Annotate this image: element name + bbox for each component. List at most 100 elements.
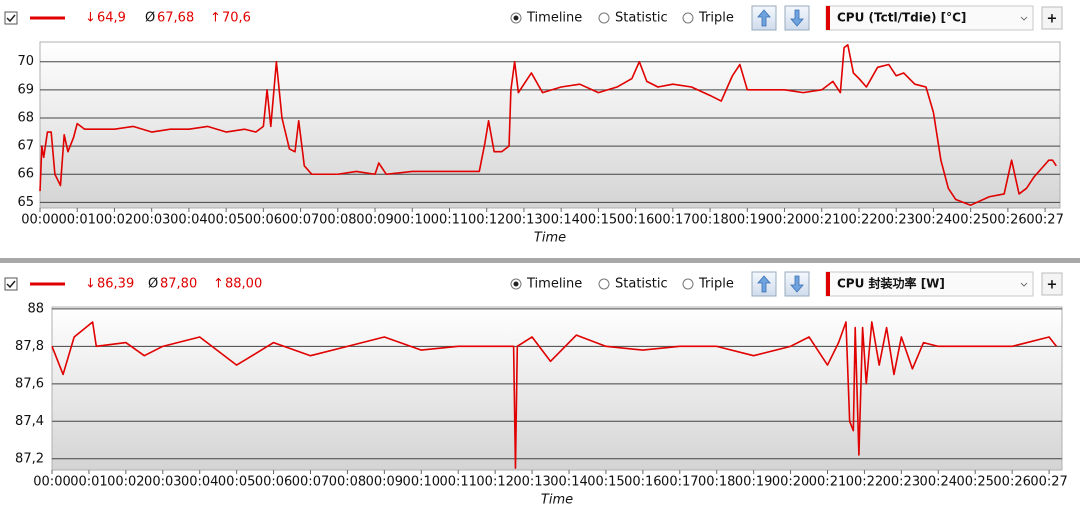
x-tick-label: 00:09 (366, 475, 403, 490)
stat-symbol: Ø (148, 277, 158, 292)
x-tick-label: 00:25 (956, 475, 993, 490)
x-tick-label: 00:15 (580, 213, 617, 228)
stat-value: 70,6 (222, 11, 251, 26)
view-option[interactable]: Timeline (526, 11, 582, 26)
x-tick-label: 00:12 (476, 475, 513, 490)
sensor-color (826, 272, 830, 296)
x-tick-label: 00:18 (691, 213, 728, 228)
x-tick-label: 00:16 (617, 213, 654, 228)
x-tick-label: 00:13 (505, 213, 542, 228)
x-tick-label: 00:06 (245, 213, 282, 228)
stat-value: 64,9 (97, 11, 126, 26)
stat-symbol: ↓ (85, 277, 96, 292)
x-tick-label: 00:00 (33, 475, 70, 490)
dropdown-caret (1020, 282, 1028, 287)
plot-area (51, 306, 1063, 471)
radio-button[interactable] (598, 12, 610, 24)
x-axis-label: Time (534, 231, 566, 246)
sensor-name: CPU (Tctl/Tdie) [°C] (837, 11, 966, 25)
arrow-icon (790, 9, 804, 27)
x-tick-label: 00:01 (70, 475, 107, 490)
sensor-name: CPU 封装功率 [W] (837, 276, 945, 291)
x-tick-label: 00:10 (394, 213, 431, 228)
x-tick-label: 00:08 (319, 213, 356, 228)
y-tick-label: 88 (27, 301, 44, 316)
x-tick-label: 00:27 (1030, 475, 1067, 490)
x-tick-label: 00:17 (661, 475, 698, 490)
stat-value: 67,68 (157, 11, 194, 26)
x-tick-label: 00:10 (403, 475, 440, 490)
stat-value: 88,00 (225, 277, 262, 292)
x-tick-label: 00:23 (883, 475, 920, 490)
radio-button[interactable] (682, 12, 694, 24)
view-option[interactable]: Triple (698, 277, 734, 292)
x-tick-label: 00:20 (772, 475, 809, 490)
x-tick-label: 00:13 (513, 475, 550, 490)
arrow-icon (757, 275, 771, 293)
y-tick-label: 69 (17, 82, 34, 97)
radio-dot (513, 15, 519, 21)
x-tick-label: 00:04 (181, 475, 218, 490)
view-option[interactable]: Timeline (526, 277, 582, 292)
x-tick-label: 00:07 (292, 475, 329, 490)
x-tick-label: 00:22 (846, 475, 883, 490)
add-button[interactable] (1041, 6, 1063, 30)
y-tick-label: 65 (17, 195, 34, 210)
x-tick-label: 00:02 (96, 213, 133, 228)
x-tick-label: 00:18 (698, 475, 735, 490)
x-tick-label: 00:08 (329, 475, 366, 490)
add-button-label[interactable]: + (1047, 278, 1058, 293)
x-tick-label: 00:17 (654, 213, 691, 228)
checkmark (6, 280, 16, 289)
x-tick-label: 00:19 (729, 213, 766, 228)
separator (0, 258, 1080, 263)
plot-area (39, 41, 1061, 209)
checkmark (6, 14, 16, 23)
x-tick-label: 00:03 (133, 213, 170, 228)
y-tick-label: 87,2 (15, 451, 44, 466)
x-tick-label: 00:15 (587, 475, 624, 490)
radio-button[interactable] (598, 278, 610, 290)
y-tick-label: 87,4 (15, 414, 44, 429)
view-option[interactable]: Statistic (615, 11, 668, 26)
sensor-dropdown[interactable] (825, 5, 1034, 31)
stat-value: 87,80 (160, 277, 197, 292)
x-tick-label: 00:14 (550, 475, 587, 490)
add-button-label[interactable]: + (1047, 12, 1058, 27)
sensor-dropdown[interactable] (825, 271, 1034, 297)
y-tick-label: 67 (17, 139, 34, 154)
x-tick-label: 00:05 (207, 213, 244, 228)
x-tick-label: 00:22 (840, 213, 877, 228)
y-tick-label: 70 (17, 54, 34, 69)
radio-button[interactable] (682, 278, 694, 290)
x-tick-label: 00:20 (766, 213, 803, 228)
stat-value: 86,39 (97, 277, 134, 292)
x-tick-label: 00:21 (803, 213, 840, 228)
checkbox[interactable] (4, 11, 18, 25)
x-tick-label: 00:19 (735, 475, 772, 490)
view-option[interactable]: Triple (698, 11, 734, 26)
x-axis-label: Time (541, 493, 573, 508)
x-tick-label: 00:14 (542, 213, 579, 228)
x-tick-label: 00:21 (809, 475, 846, 490)
x-tick-label: 00:27 (1026, 213, 1063, 228)
checkbox[interactable] (4, 277, 18, 291)
arrow-icon (757, 9, 771, 27)
x-tick-label: 00:26 (993, 475, 1030, 490)
x-tick-label: 00:04 (170, 213, 207, 228)
x-tick-label: 00:11 (439, 475, 476, 490)
x-tick-label: 00:00 (21, 213, 58, 228)
x-tick-label: 00:05 (218, 475, 255, 490)
x-tick-label: 00:16 (624, 475, 661, 490)
x-tick-label: 00:02 (107, 475, 144, 490)
x-tick-label: 00:03 (144, 475, 181, 490)
y-tick-label: 68 (17, 110, 34, 125)
y-tick-label: 87,6 (15, 376, 44, 391)
add-button[interactable] (1041, 272, 1063, 296)
x-tick-label: 00:24 (920, 475, 957, 490)
view-option[interactable]: Statistic (615, 277, 668, 292)
x-tick-label: 00:25 (952, 213, 989, 228)
x-tick-label: 00:23 (877, 213, 914, 228)
y-tick-label: 66 (17, 167, 34, 182)
